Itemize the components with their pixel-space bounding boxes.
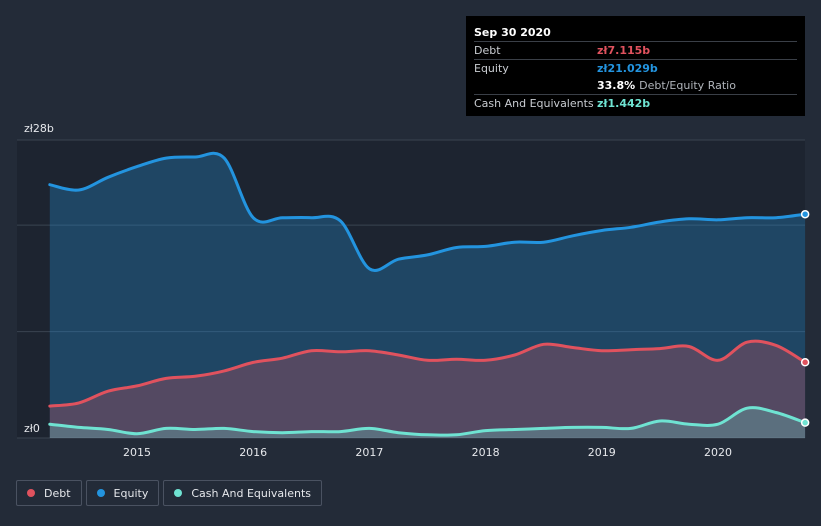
debt-line <box>48 339 807 408</box>
x-axis-ticks: 2015 2016 2017 2018 2019 2020 <box>123 446 732 459</box>
tooltip-cash-label: Cash And Equivalents <box>474 97 594 110</box>
x-tick-label: 2018 <box>472 446 500 459</box>
tooltip-ratio-value: 33.8% <box>597 79 636 92</box>
x-tick-label: 2016 <box>239 446 267 459</box>
tooltip-row-debt: Debt zł7.115b <box>474 41 797 59</box>
grid-lines <box>17 139 805 439</box>
tooltip-debt-value: zł7.115b <box>597 44 651 57</box>
legend-item-cash[interactable]: Cash And Equivalents <box>163 480 322 506</box>
legend-label-cash: Cash And Equivalents <box>191 486 311 500</box>
legend-dot-debt <box>27 489 35 497</box>
chart-legend: Debt Equity Cash And Equivalents <box>16 480 322 506</box>
tooltip-row-equity: Equity zł21.029b <box>474 59 797 77</box>
legend-label-equity: Equity <box>113 486 149 500</box>
equity-line <box>48 151 807 272</box>
debt-end-marker[interactable] <box>800 358 810 367</box>
tooltip-equity-value: zł21.029b <box>597 62 658 75</box>
tooltip-row-cash: Cash And Equivalents zł1.442b <box>474 94 797 112</box>
series-end-markers <box>800 209 810 427</box>
y-axis-top-label: zł28b <box>24 122 54 135</box>
x-tick-label: 2017 <box>355 446 383 459</box>
tooltip-cash-value: zł1.442b <box>597 97 651 110</box>
cash-and-equivalents-end-marker[interactable] <box>800 418 810 427</box>
cash-and-equivalents-line <box>48 406 807 437</box>
legend-dot-equity <box>96 489 105 497</box>
x-tick-label: 2019 <box>588 446 616 459</box>
x-tick-label: 2020 <box>704 446 732 459</box>
legend-item-debt[interactable]: Debt <box>16 480 82 506</box>
legend-label-debt: Debt <box>44 486 71 500</box>
tooltip-equity-label: Equity <box>474 62 509 75</box>
legend-dot-cash <box>174 489 183 497</box>
y-axis-bottom-label: zł0 <box>24 422 40 435</box>
plot-background <box>17 140 805 438</box>
tooltip-date: Sep 30 2020 <box>474 26 551 39</box>
x-tick-label: 2015 <box>123 446 151 459</box>
tooltip-ratio-label: Debt/Equity Ratio <box>639 79 736 92</box>
tooltip-panel: Sep 30 2020 Debt zł7.115b Equity zł21.02… <box>466 16 805 116</box>
tooltip-debt-label: Debt <box>474 44 501 57</box>
series-lines <box>48 151 807 437</box>
debt-area <box>49 341 806 438</box>
legend-item-equity[interactable]: Equity <box>85 480 160 506</box>
equity-end-marker[interactable] <box>800 209 810 219</box>
tooltip-row-ratio: 33.8% Debt/Equity Ratio <box>474 77 797 94</box>
